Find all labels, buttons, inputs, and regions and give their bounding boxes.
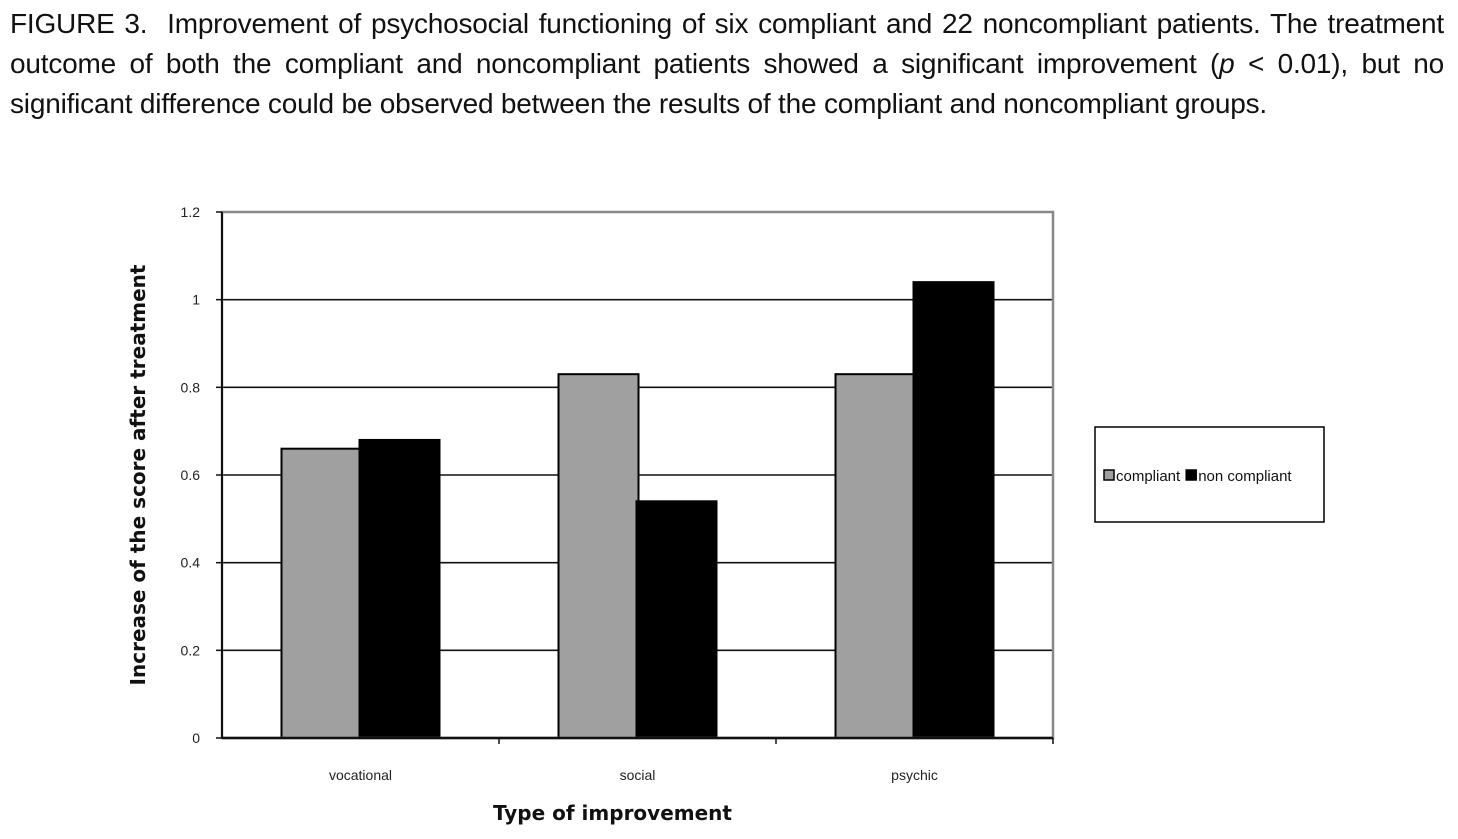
legend-label: compliant — [1116, 468, 1181, 485]
bar-non-compliant-social — [635, 500, 718, 739]
x-axis-title: Type of improvement — [493, 801, 732, 825]
caption-sentence-2: The treatment outcome of both the compli… — [10, 8, 1444, 79]
y-tick-label: 0 — [192, 730, 200, 746]
y-tick-label: 0.8 — [181, 379, 201, 395]
bar-non-compliant-psychic — [912, 281, 995, 739]
bar-chart: 0 0.2 0.4 0.6 0.8 1 1.2 vocational social psychic… — [126, 204, 1325, 825]
y-tick-label: 0.2 — [181, 642, 201, 658]
x-tick-label: vocational — [329, 767, 392, 783]
y-tick-label: 1.2 — [181, 204, 201, 220]
y-tick-label: 0.4 — [181, 555, 201, 571]
legend-box — [1094, 426, 1325, 523]
caption-sentence-1: Improvement of psychosocial functioning … — [167, 8, 1261, 39]
figure-caption: FIGURE 3. Improvement of psychosocial fu… — [10, 4, 1444, 124]
y-axis-title: Increase of the score after treatment — [126, 264, 150, 685]
x-tick-label: psychic — [891, 767, 938, 783]
x-tick-label: social — [620, 767, 656, 783]
bars — [280, 281, 995, 740]
legend-swatch — [1185, 469, 1197, 481]
tick-labels: 0 0.2 0.4 0.6 0.8 1 1.2 vocational social psychic — [181, 204, 938, 783]
legend-label: non compliant — [1198, 468, 1292, 485]
bar-compliant-social — [557, 373, 640, 740]
bar-non-compliant-vocational — [358, 438, 441, 740]
figure-label: FIGURE 3. — [10, 8, 148, 39]
bar-compliant-psychic — [834, 373, 917, 740]
legend: compliant non compliant — [1094, 426, 1325, 523]
axes — [216, 210, 1055, 744]
y-tick-label: 1 — [192, 292, 200, 308]
y-tick-label: 0.6 — [181, 467, 201, 483]
p-symbol: p — [1219, 48, 1235, 79]
caption-sentence-2-rest: < 0.01), but no significant difference c… — [10, 48, 1444, 119]
bar-compliant-vocational — [280, 447, 363, 739]
legend-swatch — [1103, 469, 1115, 481]
